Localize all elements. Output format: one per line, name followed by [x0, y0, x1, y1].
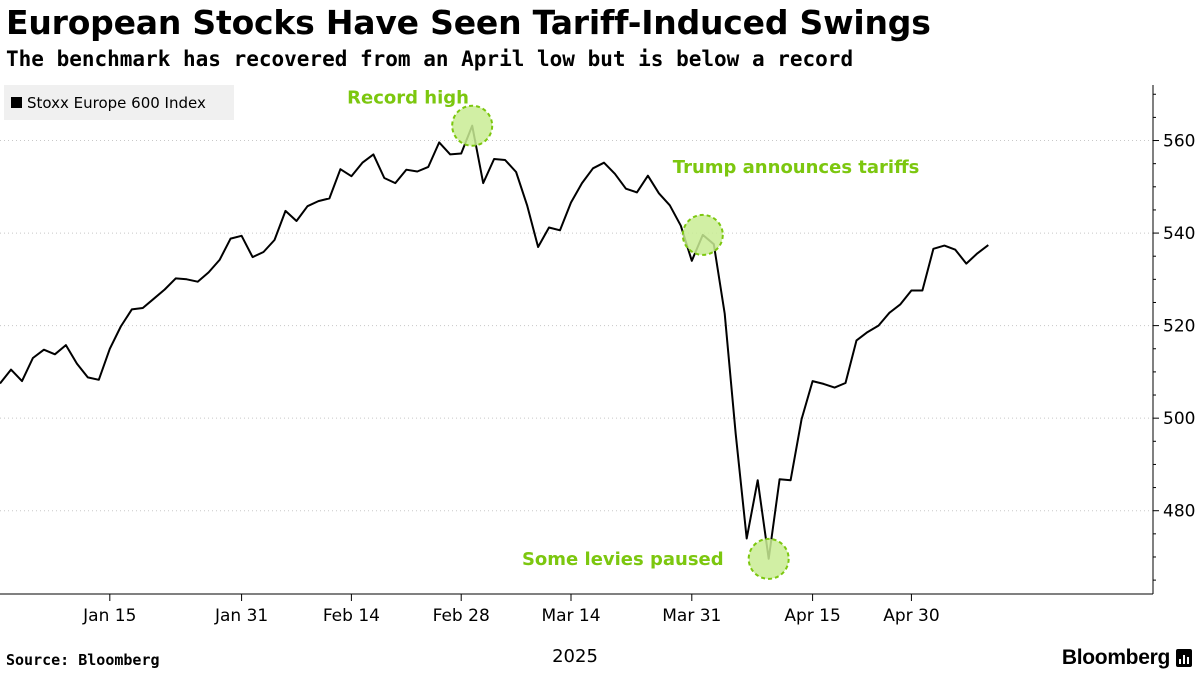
legend: Stoxx Europe 600 Index: [4, 85, 234, 120]
y-tick-label: 500: [1163, 409, 1195, 429]
x-tick-label: Mar 14: [541, 606, 600, 626]
legend-swatch: [11, 97, 22, 108]
chart-subtitle: The benchmark has recovered from an Apri…: [6, 47, 854, 71]
axes: [0, 85, 1154, 595]
annotation-marker: [747, 537, 790, 580]
chart-title: European Stocks Have Seen Tariff-Induced…: [6, 3, 931, 42]
tick-labels: 480 500 520 540 560 Jan 15 Jan 31 Feb 14 Feb 28 M…: [82, 93, 1195, 626]
x-tick-label: Jan 31: [214, 606, 268, 626]
x-tick-label: Jan 15: [82, 606, 136, 626]
x-tick-label: Apr 30: [883, 606, 939, 626]
annotation-label: Some levies paused: [522, 549, 724, 570]
x-tick-label: Mar 31: [662, 606, 721, 626]
x-axis-year-label: 2025: [552, 646, 598, 667]
x-tick-label: Apr 15: [784, 606, 840, 626]
y-tick-label: 520: [1163, 317, 1195, 337]
x-tick-label: Feb 14: [323, 606, 380, 626]
legend-label: Stoxx Europe 600 Index: [27, 94, 206, 112]
y-tick-label: 540: [1163, 224, 1195, 244]
bloomberg-logo-icon: [1176, 649, 1192, 667]
annotation-marker: [451, 104, 494, 147]
brand-name: Bloomberg: [1061, 646, 1170, 669]
y-tick-label: 560: [1163, 132, 1195, 152]
annotation-marker: [681, 213, 724, 256]
gridlines: [0, 140, 1153, 512]
annotation-label: Record high: [347, 88, 469, 109]
y-tick-label: 480: [1163, 502, 1195, 522]
annotation-label: Trump announces tariffs: [673, 157, 920, 178]
series-line: [0, 124, 989, 560]
annotations: Record high Trump announces tariffs Some l…: [347, 88, 920, 580]
series-layer: [0, 124, 989, 560]
brand-mark: Bloomberg: [1062, 646, 1192, 670]
x-tick-label: Feb 28: [433, 606, 490, 626]
legend-background: [4, 85, 234, 120]
source-note: Source: Bloomberg: [6, 651, 160, 669]
